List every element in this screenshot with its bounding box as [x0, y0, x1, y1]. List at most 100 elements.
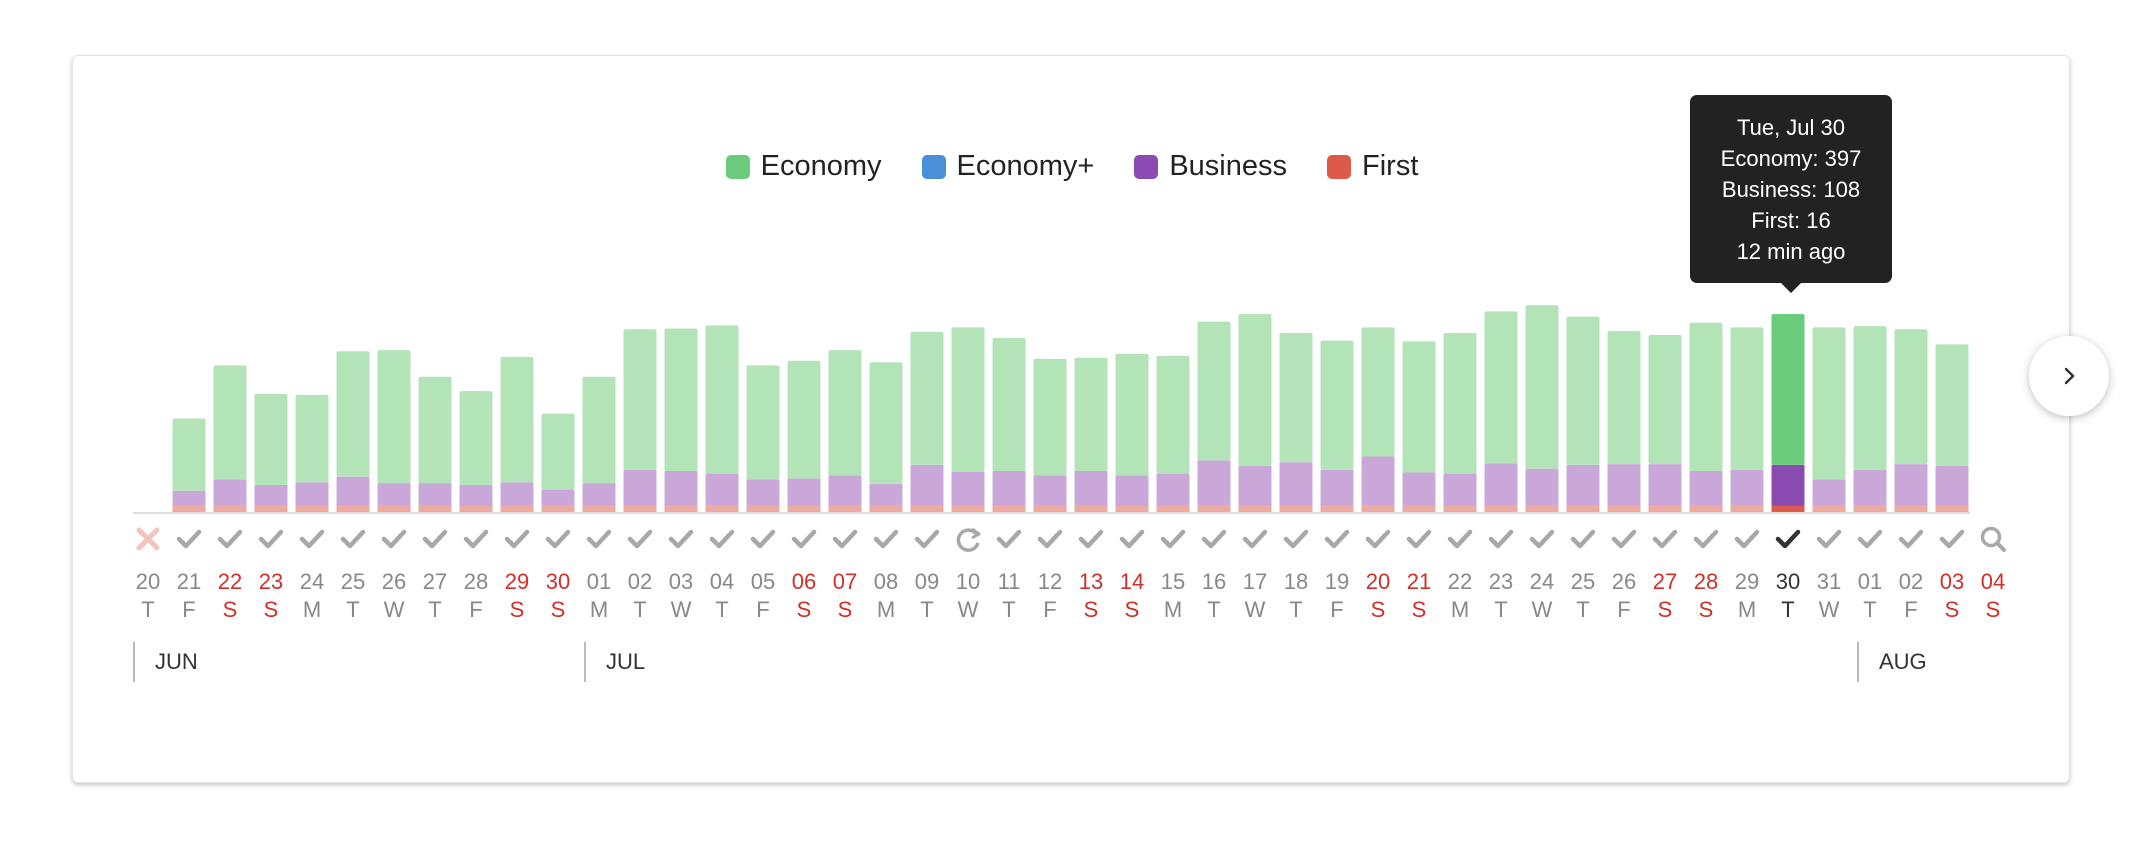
bar-business[interactable]: [1156, 473, 1190, 506]
bar-economy[interactable]: [1484, 311, 1518, 464]
bar-first[interactable]: [1443, 505, 1477, 512]
bar-business[interactable]: [1607, 464, 1641, 506]
bar-economy[interactable]: [1525, 305, 1559, 469]
bar-economy[interactable]: [377, 350, 411, 484]
bar-first[interactable]: [418, 505, 452, 512]
bar-first[interactable]: [1689, 505, 1723, 512]
bar-business[interactable]: [1074, 470, 1108, 506]
bar-first[interactable]: [1320, 505, 1354, 512]
bar-business[interactable]: [992, 470, 1026, 506]
bar-economy[interactable]: [1771, 314, 1805, 465]
legend-item-first[interactable]: First: [1327, 150, 1418, 183]
bar-economy[interactable]: [623, 329, 657, 470]
bar-economy[interactable]: [1238, 314, 1272, 467]
bar-first[interactable]: [541, 505, 575, 512]
bar-economy[interactable]: [1402, 341, 1436, 473]
bar-business[interactable]: [541, 489, 575, 506]
bar-economy[interactable]: [500, 356, 534, 483]
bar-business[interactable]: [1771, 464, 1805, 506]
bar-first[interactable]: [910, 505, 944, 512]
bar-economy[interactable]: [992, 337, 1026, 471]
bar-business[interactable]: [295, 482, 329, 506]
bar-business[interactable]: [1525, 468, 1559, 506]
bar-business[interactable]: [746, 479, 780, 506]
bar-economy[interactable]: [869, 362, 903, 484]
bar-economy[interactable]: [1361, 327, 1395, 457]
bar-economy[interactable]: [254, 393, 288, 486]
bar-economy[interactable]: [418, 376, 452, 484]
bar-business[interactable]: [459, 485, 493, 506]
bar-business[interactable]: [254, 485, 288, 506]
bar-economy[interactable]: [1689, 322, 1723, 471]
bar-first[interactable]: [705, 505, 739, 512]
bar-first[interactable]: [1771, 505, 1805, 512]
bar-first[interactable]: [1894, 505, 1928, 512]
legend-item-economy[interactable]: Economy: [725, 150, 882, 183]
bar-first[interactable]: [1935, 505, 1969, 512]
bar-economy[interactable]: [1443, 333, 1477, 474]
bar-business[interactable]: [1197, 460, 1231, 506]
bar-economy[interactable]: [336, 351, 370, 477]
bar-business[interactable]: [500, 482, 534, 506]
bar-first[interactable]: [1279, 505, 1313, 512]
legend-item-business[interactable]: Business: [1134, 150, 1287, 183]
bar-first[interactable]: [459, 505, 493, 512]
bar-economy[interactable]: [705, 325, 739, 474]
bar-business[interactable]: [172, 490, 206, 506]
bar-economy[interactable]: [1320, 340, 1354, 470]
bar-economy[interactable]: [828, 350, 862, 476]
bar-economy[interactable]: [951, 327, 985, 472]
bar-business[interactable]: [869, 483, 903, 506]
bar-economy[interactable]: [213, 365, 247, 480]
bar-business[interactable]: [1648, 464, 1682, 506]
bar-business[interactable]: [1484, 463, 1518, 506]
bar-economy[interactable]: [1648, 334, 1682, 465]
bar-economy[interactable]: [787, 360, 821, 479]
next-button[interactable]: [2029, 336, 2109, 416]
bar-business[interactable]: [1935, 466, 1969, 506]
bar-first[interactable]: [1361, 505, 1395, 512]
bar-first[interactable]: [951, 505, 985, 512]
bar-business[interactable]: [336, 476, 370, 506]
bar-business[interactable]: [910, 464, 944, 506]
bar-economy[interactable]: [1730, 327, 1764, 470]
bar-first[interactable]: [828, 505, 862, 512]
bar-first[interactable]: [1853, 505, 1887, 512]
bar-business[interactable]: [1279, 462, 1313, 506]
bar-economy[interactable]: [664, 328, 698, 471]
bar-economy[interactable]: [1074, 357, 1108, 471]
bar-business[interactable]: [418, 483, 452, 506]
bar-economy[interactable]: [1279, 333, 1313, 463]
bar-business[interactable]: [1689, 470, 1723, 506]
bar-first[interactable]: [1238, 505, 1272, 512]
bar-first[interactable]: [1812, 505, 1846, 512]
bar-economy[interactable]: [541, 413, 575, 490]
bar-business[interactable]: [1443, 473, 1477, 506]
bar-economy[interactable]: [1894, 329, 1928, 465]
bar-economy[interactable]: [1935, 344, 1969, 467]
bar-first[interactable]: [1074, 505, 1108, 512]
bar-business[interactable]: [951, 471, 985, 506]
bar-economy[interactable]: [1115, 353, 1149, 476]
bar-business[interactable]: [1566, 464, 1600, 506]
bar-first[interactable]: [500, 505, 534, 512]
bar-business[interactable]: [1853, 469, 1887, 506]
bar-business[interactable]: [1730, 469, 1764, 506]
bar-first[interactable]: [1607, 505, 1641, 512]
bar-economy[interactable]: [1156, 355, 1190, 474]
bar-economy[interactable]: [746, 365, 780, 480]
bar-economy[interactable]: [582, 376, 616, 484]
bar-first[interactable]: [172, 505, 206, 512]
bar-first[interactable]: [1730, 505, 1764, 512]
bar-first[interactable]: [295, 505, 329, 512]
bar-first[interactable]: [1525, 505, 1559, 512]
bar-business[interactable]: [1894, 464, 1928, 506]
bar-first[interactable]: [869, 505, 903, 512]
bar-first[interactable]: [623, 505, 657, 512]
bar-business[interactable]: [377, 483, 411, 506]
bar-business[interactable]: [1402, 472, 1436, 506]
bar-first[interactable]: [1156, 505, 1190, 512]
bar-business[interactable]: [705, 473, 739, 506]
bar-business[interactable]: [1238, 466, 1272, 506]
bar-business[interactable]: [828, 475, 862, 506]
